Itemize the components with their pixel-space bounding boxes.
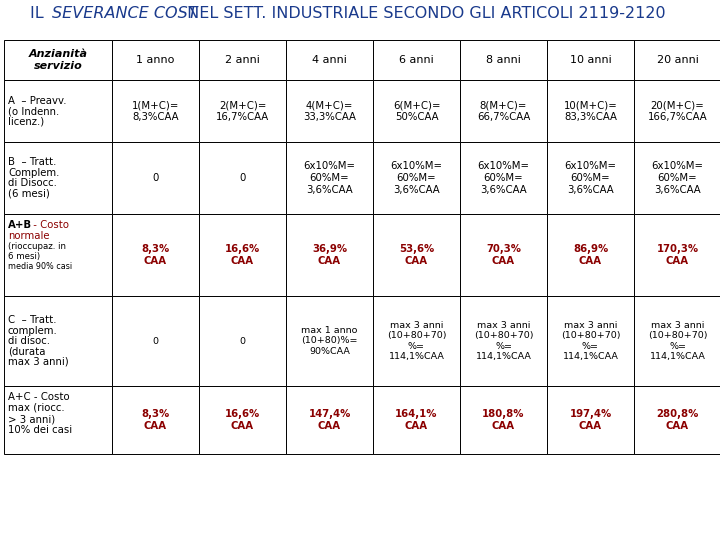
Text: A  – Preavv.: A – Preavv.	[8, 96, 66, 105]
Text: di Disocc.: di Disocc.	[8, 178, 57, 188]
Text: licenz.): licenz.)	[8, 117, 44, 126]
Text: Complem.: Complem.	[8, 168, 59, 178]
Text: 8,3%
CAA: 8,3% CAA	[141, 244, 170, 266]
Text: max 3 anni
(10+80+70)
%=
114,1%CAA: max 3 anni (10+80+70) %= 114,1%CAA	[474, 321, 534, 361]
Text: max 3 anni
(10+80+70)
%=
114,1%CAA: max 3 anni (10+80+70) %= 114,1%CAA	[648, 321, 707, 361]
Text: Anzianità
servizio: Anzianità servizio	[29, 49, 88, 71]
Bar	[4, 142, 112, 214]
Bar	[547, 214, 634, 296]
Text: 20 anni: 20 anni	[657, 55, 698, 65]
Text: 70,3%
CAA: 70,3% CAA	[486, 244, 521, 266]
Bar	[4, 80, 112, 142]
Bar	[286, 386, 373, 454]
Text: 1 anno: 1 anno	[136, 55, 175, 65]
Text: 10% dei casi: 10% dei casi	[8, 425, 72, 435]
Text: 16,6%
CAA: 16,6% CAA	[225, 244, 260, 266]
Text: 0: 0	[153, 336, 158, 346]
Bar	[4, 296, 112, 386]
Text: 16,6%
CAA: 16,6% CAA	[225, 409, 260, 431]
Text: di disoc.: di disoc.	[8, 336, 50, 346]
Text: 1(M+C)=
8,3%CAA: 1(M+C)= 8,3%CAA	[132, 100, 179, 122]
Bar	[634, 142, 720, 214]
Text: 2(M+C)=
16,7%CAA: 2(M+C)= 16,7%CAA	[216, 100, 269, 122]
Text: 10(M+C)=
83,3%CAA: 10(M+C)= 83,3%CAA	[564, 100, 617, 122]
Bar	[373, 296, 460, 386]
Text: 147,4%
CAA: 147,4% CAA	[308, 409, 351, 431]
Text: 8,3%
CAA: 8,3% CAA	[141, 409, 170, 431]
Bar	[286, 80, 373, 142]
Text: 6x10%M=
60%M=
3,6%CAA: 6x10%M= 60%M= 3,6%CAA	[304, 161, 356, 194]
Bar	[112, 80, 199, 142]
Text: 4(M+C)=
33,3%CAA: 4(M+C)= 33,3%CAA	[303, 100, 356, 122]
Text: (6 mesi): (6 mesi)	[8, 189, 50, 199]
Text: 36,9%
CAA: 36,9% CAA	[312, 244, 347, 266]
Bar	[547, 296, 634, 386]
Text: 197,4%
CAA: 197,4% CAA	[570, 409, 611, 431]
Bar	[112, 40, 199, 80]
Text: normale: normale	[8, 231, 50, 241]
Bar	[199, 80, 286, 142]
Bar	[373, 80, 460, 142]
Bar	[199, 386, 286, 454]
Bar	[547, 80, 634, 142]
Text: 280,8%
CAA: 280,8% CAA	[657, 409, 698, 431]
Text: 164,1%
CAA: 164,1% CAA	[395, 409, 438, 431]
Bar	[4, 214, 112, 296]
Text: 6(M+C)=
50%CAA: 6(M+C)= 50%CAA	[392, 100, 440, 122]
Bar	[199, 40, 286, 80]
Bar	[460, 214, 547, 296]
Bar	[460, 40, 547, 80]
Bar	[460, 142, 547, 214]
Text: media 90% casi: media 90% casi	[8, 262, 72, 271]
Text: 53,6%
CAA: 53,6% CAA	[399, 244, 434, 266]
Text: max 3 anni): max 3 anni)	[8, 357, 68, 367]
Text: 6x10%M=
60%M=
3,6%CAA: 6x10%M= 60%M= 3,6%CAA	[477, 161, 529, 194]
Bar	[4, 386, 112, 454]
Bar	[286, 40, 373, 80]
Text: 0: 0	[239, 173, 246, 183]
Bar	[112, 386, 199, 454]
Bar	[4, 40, 112, 80]
Text: B  – Tratt.: B – Tratt.	[8, 157, 56, 167]
Text: 180,8%
CAA: 180,8% CAA	[482, 409, 525, 431]
Bar	[286, 296, 373, 386]
Text: 0: 0	[153, 173, 158, 183]
Text: 6x10%M=
60%M=
3,6%CAA: 6x10%M= 60%M= 3,6%CAA	[564, 161, 616, 194]
Bar	[373, 386, 460, 454]
Text: - Costo: - Costo	[30, 220, 69, 230]
Bar	[199, 214, 286, 296]
Text: SEVERANCE COST: SEVERANCE COST	[52, 6, 197, 22]
Bar	[286, 214, 373, 296]
Bar	[112, 214, 199, 296]
Bar	[112, 142, 199, 214]
Bar	[634, 386, 720, 454]
Bar	[460, 80, 547, 142]
Bar	[199, 142, 286, 214]
Text: C  – Tratt.: C – Tratt.	[8, 315, 56, 325]
Bar	[199, 296, 286, 386]
Text: (o Indenn.: (o Indenn.	[8, 106, 59, 116]
Bar	[634, 214, 720, 296]
Text: (rioccupaz. in: (rioccupaz. in	[8, 242, 66, 251]
Text: 6 mesi): 6 mesi)	[8, 252, 40, 261]
Text: 86,9%
CAA: 86,9% CAA	[573, 244, 608, 266]
Text: 8(M+C)=
66,7%CAA: 8(M+C)= 66,7%CAA	[477, 100, 530, 122]
Bar	[547, 40, 634, 80]
Text: 6x10%M=
60%M=
3,6%CAA: 6x10%M= 60%M= 3,6%CAA	[390, 161, 443, 194]
Text: max 3 anni
(10+80+70)
%=
114,1%CAA: max 3 anni (10+80+70) %= 114,1%CAA	[387, 321, 446, 361]
Bar	[373, 40, 460, 80]
Text: 10 anni: 10 anni	[570, 55, 611, 65]
Bar	[547, 386, 634, 454]
Bar	[547, 142, 634, 214]
Bar	[634, 296, 720, 386]
Text: 8 anni: 8 anni	[486, 55, 521, 65]
Text: max (riocc.: max (riocc.	[8, 403, 65, 413]
Text: 6x10%M=
60%M=
3,6%CAA: 6x10%M= 60%M= 3,6%CAA	[652, 161, 703, 194]
Bar	[460, 296, 547, 386]
Text: 170,3%
CAA: 170,3% CAA	[657, 244, 698, 266]
Text: complem.: complem.	[8, 326, 58, 335]
Text: 20(M+C)=
166,7%CAA: 20(M+C)= 166,7%CAA	[648, 100, 707, 122]
Bar	[634, 40, 720, 80]
Bar	[373, 142, 460, 214]
Text: NEL SETT. INDUSTRIALE SECONDO GLI ARTICOLI 2119-2120: NEL SETT. INDUSTRIALE SECONDO GLI ARTICO…	[182, 6, 665, 22]
